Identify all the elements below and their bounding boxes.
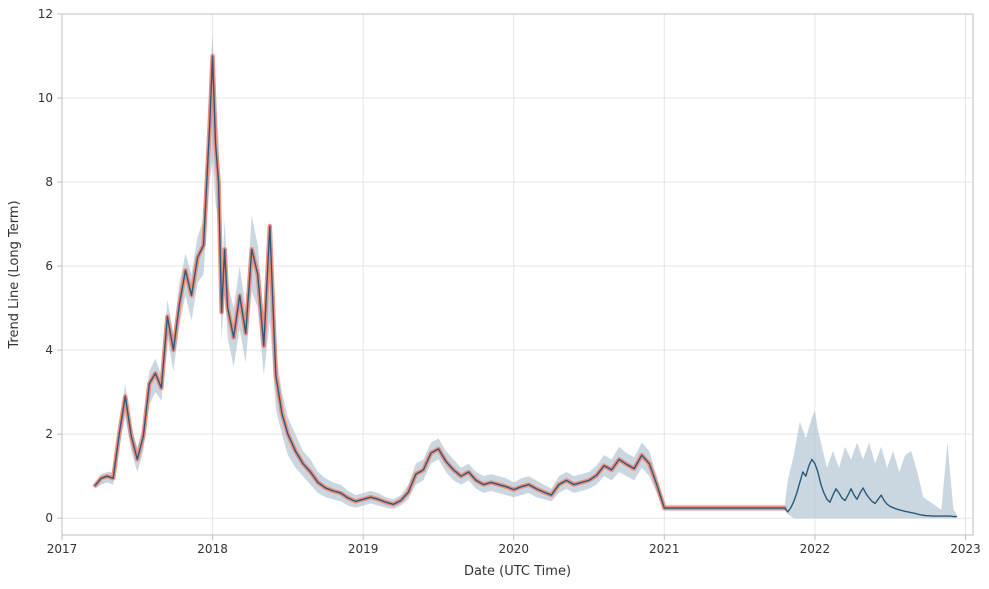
y-axis-label: Trend Line (Long Term): [7, 200, 22, 349]
ytick-label: 12: [38, 7, 53, 21]
xtick-label: 2021: [649, 542, 680, 556]
trend-chart: 2017 2018 2019 2020 2021 2022 2023 0 2 4 6 8 10 12 Dat…: [0, 0, 989, 589]
chart-container: 2017 2018 2019 2020 2021 2022 2023 0 2 4 6 8 10 12 Dat…: [0, 0, 989, 589]
ytick-label: 8: [45, 175, 53, 189]
xtick-label: 2017: [47, 542, 78, 556]
xtick-label: 2022: [800, 542, 831, 556]
xtick-label: 2023: [950, 542, 981, 556]
ytick-label: 6: [45, 259, 53, 273]
xtick-label: 2018: [197, 542, 228, 556]
xtick-label: 2020: [498, 542, 529, 556]
ytick-label: 4: [45, 343, 53, 357]
x-axis-label: Date (UTC Time): [464, 564, 571, 579]
ytick-label: 2: [45, 427, 53, 441]
xtick-label: 2019: [348, 542, 379, 556]
ytick-label: 10: [38, 91, 53, 105]
ytick-label: 0: [45, 511, 53, 525]
